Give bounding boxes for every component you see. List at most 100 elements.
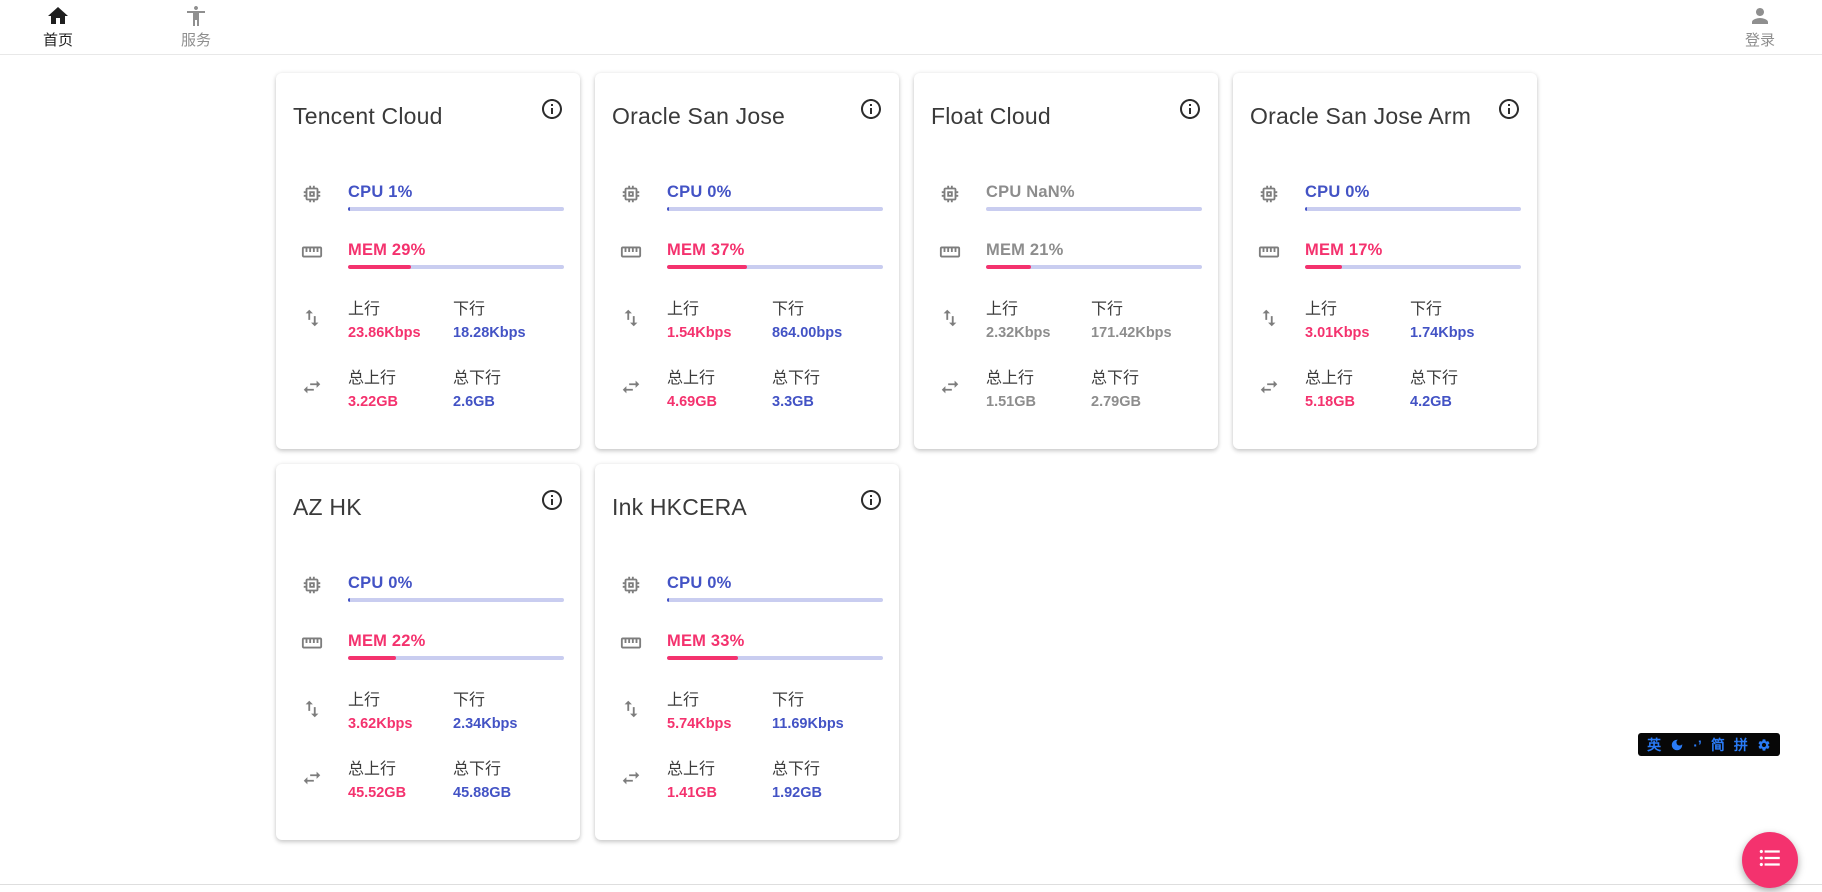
speed-row: 上行 3.01Kbps 下行 1.74Kbps [1233,295,1537,341]
info-icon[interactable] [540,97,566,123]
download-speed: 18.28Kbps [453,325,526,341]
cpu-progress-fill [667,207,670,211]
cpu-row: CPU 0% [276,574,580,602]
speed-row: 上行 1.54Kbps 下行 864.00bps [595,295,899,341]
server-card: Oracle San Jose CPU 0% MEM 37% [595,73,899,449]
cpu-row: CPU 0% [595,574,899,602]
server-name: Float Cloud [931,103,1051,129]
download-label: 下行 [453,301,486,318]
mem-progress-fill [1305,265,1342,269]
cpu-progress-bar [348,598,564,602]
nav-item-login[interactable]: 登录 [1732,4,1788,50]
mem-progress-bar [986,265,1202,269]
ruler-icon [1233,241,1305,269]
mem-row: MEM 17% [1233,241,1537,269]
mem-progress-fill [348,656,396,660]
ime-pinyin-toggle[interactable]: 拼 [1733,736,1748,753]
accessibility-icon [184,4,208,28]
info-icon[interactable] [859,488,885,514]
ruler-icon [276,241,348,269]
swap-horizontal-icon [595,364,667,410]
footer-divider [0,884,1822,885]
total-upload-label: 总上行 [1305,370,1354,387]
mem-row: MEM 21% [914,241,1218,269]
cpu-progress-fill [348,598,351,602]
mem-progress-bar [1305,265,1521,269]
nav-item-home[interactable]: 首页 [30,4,86,50]
download-speed: 864.00bps [772,325,843,341]
mem-usage-text: MEM 22% [348,632,426,650]
up-down-arrows-icon [914,295,986,341]
total-upload-label: 总上行 [986,370,1035,387]
server-card: AZ HK CPU 0% MEM 22% [276,464,580,840]
server-name: AZ HK [293,494,362,520]
mem-row: MEM 22% [276,632,580,660]
info-icon[interactable] [1178,97,1204,123]
upload-speed: 5.74Kbps [667,716,732,732]
swap-horizontal-icon [595,755,667,801]
ime-language-toggle[interactable]: 英 [1647,736,1662,753]
total-upload-value: 3.22GB [348,394,398,410]
mem-progress-fill [348,265,411,269]
download-speed: 2.34Kbps [453,716,518,732]
total-row: 总上行 3.22GB 总下行 2.6GB [276,364,580,410]
total-row: 总上行 5.18GB 总下行 4.2GB [1233,364,1537,410]
download-label: 下行 [772,301,805,318]
upload-label: 上行 [348,692,381,709]
cpu-chip-icon [276,183,348,211]
swap-horizontal-icon [1233,364,1305,410]
info-icon[interactable] [1497,97,1523,123]
mem-row: MEM 29% [276,241,580,269]
swap-horizontal-icon [276,364,348,410]
download-label: 下行 [772,692,805,709]
upload-speed: 1.54Kbps [667,325,732,341]
cpu-progress-fill [1305,207,1308,211]
ruler-icon [595,632,667,660]
total-row: 总上行 1.51GB 总下行 2.79GB [914,364,1218,410]
upload-speed: 3.62Kbps [348,716,413,732]
cpu-chip-icon [276,574,348,602]
gear-icon[interactable] [1757,738,1771,752]
mem-progress-fill [667,656,739,660]
cpu-progress-bar [348,207,564,211]
server-name: Ink HKCERA [612,494,747,520]
cpu-usage-text: CPU 0% [667,183,732,201]
ruler-icon [914,241,986,269]
total-download-label: 总下行 [1410,370,1459,387]
cpu-row: CPU NaN% [914,183,1218,211]
mem-usage-text: MEM 37% [667,241,745,259]
cpu-row: CPU 0% [1233,183,1537,211]
ime-simplified-toggle[interactable]: 简 [1710,736,1725,753]
server-card: Ink HKCERA CPU 0% MEM 33% [595,464,899,840]
total-download-label: 总下行 [1091,370,1140,387]
cpu-chip-icon [914,183,986,211]
ime-punctuation-toggle[interactable]: ·’ [1693,736,1702,753]
up-down-arrows-icon [595,295,667,341]
server-name: Oracle San Jose [612,103,786,129]
total-download-label: 总下行 [453,761,502,778]
info-icon[interactable] [859,97,885,123]
total-download-label: 总下行 [453,370,502,387]
cpu-progress-fill [348,207,351,211]
top-navbar: 首页 服务 登录 [0,0,1822,55]
download-label: 下行 [1410,301,1443,318]
cpu-row: CPU 1% [276,183,580,211]
mem-usage-text: MEM 21% [986,241,1064,259]
server-list-fab[interactable] [1742,832,1798,888]
info-icon[interactable] [540,488,566,514]
total-download-value: 2.6GB [453,394,495,410]
nav-item-services[interactable]: 服务 [168,4,224,50]
total-upload-value: 45.52GB [348,785,407,801]
total-upload-value: 4.69GB [667,394,717,410]
moon-icon[interactable] [1670,738,1684,752]
upload-speed: 2.32Kbps [986,325,1051,341]
ruler-icon [276,632,348,660]
upload-label: 上行 [986,301,1019,318]
mem-progress-bar [348,265,564,269]
mem-progress-bar [348,656,564,660]
upload-label: 上行 [1305,301,1338,318]
upload-speed: 3.01Kbps [1305,325,1370,341]
server-card: Tencent Cloud CPU 1% MEM 29% [276,73,580,449]
total-download-value: 3.3GB [772,394,814,410]
total-upload-label: 总上行 [667,370,716,387]
